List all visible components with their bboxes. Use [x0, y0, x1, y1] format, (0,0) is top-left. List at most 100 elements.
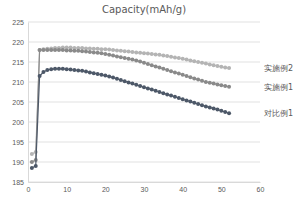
marker [208, 81, 212, 85]
grid [28, 22, 260, 182]
y-tick: 215 [12, 59, 28, 66]
marker [61, 48, 65, 52]
marker [200, 79, 204, 83]
marker [173, 70, 177, 74]
marker [127, 80, 131, 84]
marker [41, 48, 45, 52]
marker [204, 80, 208, 84]
y-tick-label: 185 [12, 179, 24, 186]
marker [57, 48, 61, 52]
x-tick-label: 30 [141, 186, 149, 193]
grid-line [28, 42, 260, 43]
marker [215, 82, 219, 86]
marker [96, 47, 100, 51]
marker [65, 67, 69, 71]
x-tick: 50 [218, 182, 226, 193]
series-line [32, 50, 229, 162]
marker [185, 74, 189, 78]
marker [45, 68, 49, 72]
marker [107, 74, 111, 78]
y-tick-label: 210 [12, 79, 24, 86]
marker [123, 79, 127, 83]
y-axis-line [28, 23, 29, 183]
y-tick: 205 [12, 99, 28, 106]
marker [200, 103, 204, 107]
grid-line [28, 142, 260, 143]
marker [227, 66, 231, 70]
chart: Capacity(mAh/g)0102030405060185190195200… [0, 0, 300, 200]
marker [196, 60, 200, 64]
x-tick: 30 [141, 182, 149, 193]
marker [130, 58, 134, 62]
marker [173, 95, 177, 99]
x-tick-label: 40 [179, 186, 187, 193]
x-axis: 0102030405060 [27, 182, 265, 193]
marker [161, 91, 165, 95]
marker [134, 83, 138, 87]
marker [111, 48, 115, 52]
marker [65, 48, 69, 52]
marker [215, 108, 219, 112]
y-tick-label: 225 [12, 19, 24, 26]
marker [30, 152, 34, 156]
grid-line [28, 82, 260, 83]
y-tick-label: 205 [12, 99, 24, 106]
x-tick: 0 [27, 182, 31, 193]
marker [177, 96, 181, 100]
x-tick: 60 [257, 182, 265, 193]
marker [123, 49, 127, 53]
y-axis: 185190195200205210215220225 [12, 19, 28, 186]
marker [181, 73, 185, 77]
marker [227, 111, 231, 115]
marker [99, 47, 103, 51]
marker [92, 50, 96, 54]
marker [177, 56, 181, 60]
y-tick-label: 200 [12, 119, 24, 126]
marker [173, 56, 177, 60]
marker [53, 48, 57, 52]
marker [92, 71, 96, 75]
marker [111, 76, 115, 80]
marker [99, 51, 103, 55]
marker [103, 74, 107, 78]
marker [188, 100, 192, 104]
x-tick: 40 [179, 182, 187, 193]
marker [84, 50, 88, 54]
marker [41, 70, 45, 74]
marker [177, 72, 181, 76]
marker [72, 68, 76, 72]
marker [134, 58, 138, 62]
marker [215, 64, 219, 68]
marker [130, 50, 134, 54]
marker [88, 70, 92, 74]
y-tick: 220 [12, 39, 28, 46]
marker [88, 50, 92, 54]
marker [30, 160, 34, 164]
marker [115, 54, 119, 58]
marker [196, 102, 200, 106]
grid-line [28, 162, 260, 163]
marker [181, 97, 185, 101]
marker [161, 67, 165, 71]
marker [161, 54, 165, 58]
marker [223, 110, 227, 114]
marker [61, 67, 65, 71]
legend-label: 对比例1 [264, 109, 293, 118]
marker [138, 51, 142, 55]
marker [96, 51, 100, 55]
y-tick: 195 [12, 139, 28, 146]
marker [49, 48, 53, 52]
marker [34, 164, 38, 168]
marker [154, 64, 158, 68]
marker [212, 82, 216, 86]
marker [107, 48, 111, 52]
marker [150, 63, 154, 67]
legend: 实施例2实施例1对比例1 [264, 64, 293, 118]
marker [127, 57, 131, 61]
x-tick-label: 0 [27, 186, 31, 193]
grid-line [28, 182, 260, 183]
marker [45, 48, 49, 52]
marker [119, 55, 123, 59]
marker [38, 74, 42, 78]
marker [84, 70, 88, 74]
